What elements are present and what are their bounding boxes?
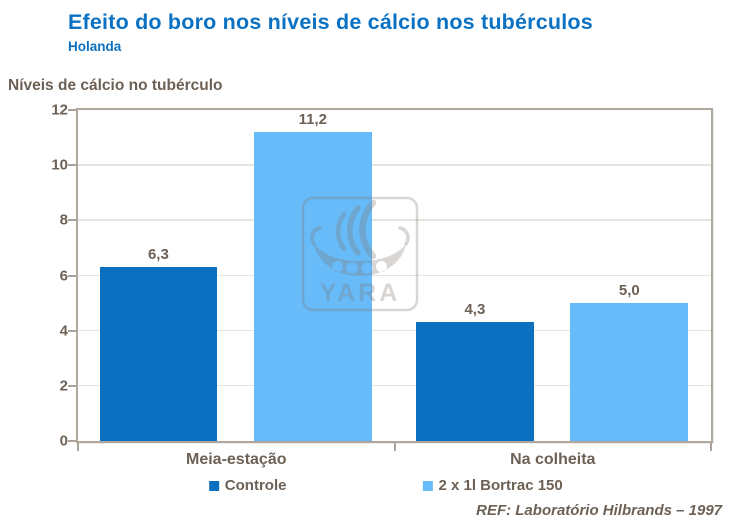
y-tick-label: 2 xyxy=(59,377,68,395)
y-tick-label: 6 xyxy=(59,267,68,284)
y-axis-tick xyxy=(68,440,76,442)
y-axis-tick xyxy=(68,274,76,277)
y-tick-label: 4 xyxy=(59,322,68,340)
x-axis-tick xyxy=(393,443,396,451)
legend-swatch-icon xyxy=(422,480,433,491)
bar xyxy=(253,132,372,441)
category-label: Meia-estação xyxy=(186,451,287,468)
bar-value-label: 6,3 xyxy=(147,246,169,264)
plot-area: 6,3 11,2 4,3 5,0 xyxy=(68,108,713,451)
y-axis-tick xyxy=(68,329,76,332)
legend-series-label: 2 x 1l Bortrac 150 xyxy=(438,477,563,494)
y-tick-label: 10 xyxy=(51,156,68,174)
legend-series-label: Controle xyxy=(224,477,287,494)
reference-text: REF: Laboratório Hilbrands – 1997 xyxy=(476,502,722,519)
gridline xyxy=(78,274,711,276)
y-axis-title: Níveis de cálcio no tubérculo xyxy=(8,77,223,94)
y-axis-tick xyxy=(68,219,76,222)
chart-subtitle: Holanda xyxy=(68,39,122,54)
y-tick-label: 8 xyxy=(59,211,68,229)
gridline xyxy=(78,219,711,221)
legend-entry: 2 x 1l Bortrac 150 xyxy=(422,477,563,494)
bar xyxy=(99,267,218,441)
y-axis-tick xyxy=(68,164,76,167)
y-axis-tick xyxy=(68,109,76,111)
bar xyxy=(570,303,689,441)
bar xyxy=(416,322,534,441)
x-axis-tick xyxy=(77,443,79,451)
bar-value-label: 4,3 xyxy=(464,301,486,319)
y-tick-label: 12 xyxy=(51,101,68,119)
gridline xyxy=(78,384,711,387)
x-axis-labels: Meia-estação Na colheita xyxy=(78,451,711,471)
gridline xyxy=(78,329,711,332)
legend-swatch-icon xyxy=(208,480,219,491)
y-axis-tick xyxy=(68,384,76,387)
bar-value-label: 11,2 xyxy=(298,111,328,129)
gridline xyxy=(78,164,711,166)
category-label: Na colheita xyxy=(510,451,596,468)
legend-entry: Controle xyxy=(208,477,287,494)
y-tick-label: 0 xyxy=(59,432,68,450)
bar-value-label: 5,0 xyxy=(618,282,640,300)
y-axis-labels: 0 2 4 6 8 10 12 xyxy=(28,102,68,450)
chart-title: Efeito do boro nos níveis de cálcio nos … xyxy=(68,10,593,34)
legend: Controle 2 x 1l Bortrac 150 xyxy=(78,477,711,497)
x-axis-tick xyxy=(710,443,712,451)
